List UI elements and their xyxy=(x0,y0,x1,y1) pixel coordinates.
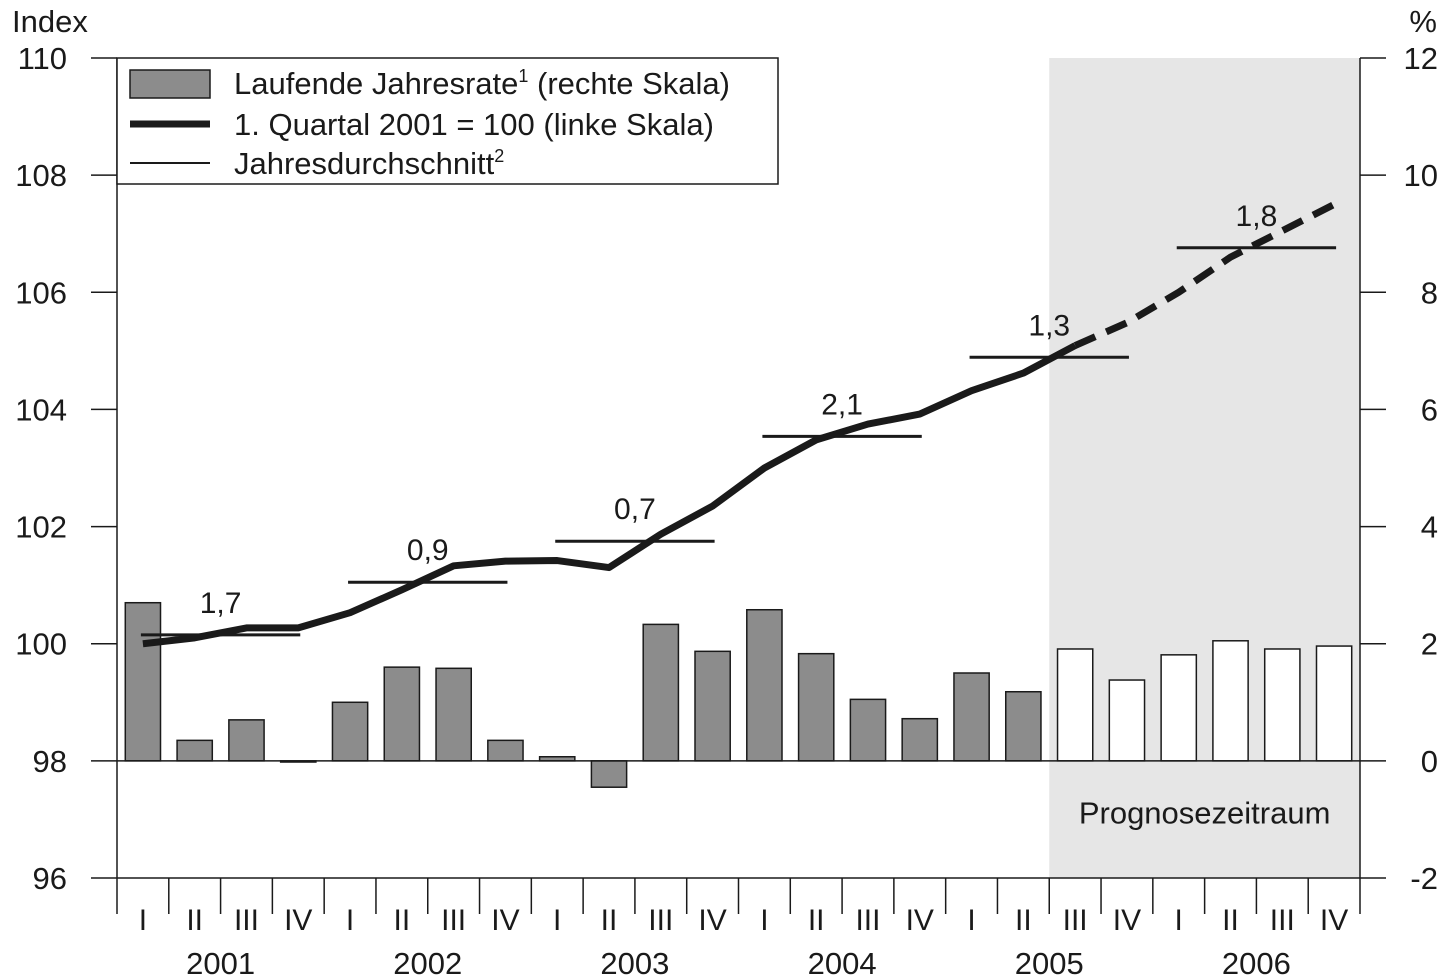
bar xyxy=(1263,648,1301,762)
forecast-shading xyxy=(1049,58,1360,878)
index-line-forecast xyxy=(1073,201,1336,349)
annual-average-label: 1,8 xyxy=(1236,200,1278,233)
quarter-label: II xyxy=(1015,904,1032,937)
left-tick-label: 106 xyxy=(15,275,67,310)
quarter-label: II xyxy=(186,904,203,937)
bar xyxy=(1056,648,1094,762)
legend-box xyxy=(116,57,779,185)
right-axis-label: % xyxy=(1409,4,1437,39)
quarter-label: I xyxy=(139,904,147,937)
right-tick-label: 0 xyxy=(1421,744,1438,779)
annual-average-label: 1,3 xyxy=(1028,309,1070,342)
right-tick-label: 6 xyxy=(1421,392,1438,427)
left-tick-label: 102 xyxy=(15,510,67,545)
year-label: 2002 xyxy=(393,946,462,978)
x-axis: I II III IV I II III IV I II III IV I II III IV I II III IV… xyxy=(116,878,1361,978)
year-label: 2004 xyxy=(808,946,877,978)
bar xyxy=(642,623,680,762)
left-tick-label: 100 xyxy=(15,627,67,662)
quarter-label: III xyxy=(234,904,259,937)
quarter-label: I xyxy=(553,904,561,937)
year-label: 2001 xyxy=(186,946,255,978)
bar xyxy=(953,672,990,762)
quarter-label: IV xyxy=(906,904,934,937)
left-tick-label: 104 xyxy=(15,392,67,427)
quarter-label: II xyxy=(394,904,411,937)
bar xyxy=(1315,645,1353,762)
year-label: 2006 xyxy=(1222,946,1291,978)
quarter-label: IV xyxy=(284,904,312,937)
left-axis: 96 98 100 102 104 106 108 110 xyxy=(15,41,117,896)
year-label: 2003 xyxy=(600,946,669,978)
legend-bars-text: Laufende Jahresrate1 (rechte Skala) xyxy=(234,66,730,101)
annual-average-label: 0,9 xyxy=(407,534,449,567)
annual-average-lines: 1,7 0,9 0,7 2,1 1,3 1,8 xyxy=(140,200,1337,637)
quarter-label: III xyxy=(441,904,466,937)
quarter-label: IV xyxy=(698,904,726,937)
left-tick-label: 108 xyxy=(15,158,67,193)
quarter-label: I xyxy=(967,904,975,937)
annual-average-label: 2,1 xyxy=(821,388,863,421)
quarter-label: II xyxy=(808,904,825,937)
quarter-label: I xyxy=(1175,904,1183,937)
right-tick-label: 8 xyxy=(1421,275,1438,310)
left-tick-label: 96 xyxy=(33,861,67,896)
quarter-label: IV xyxy=(1320,904,1348,937)
bar xyxy=(797,652,835,762)
bar xyxy=(1160,654,1198,762)
quarter-label: III xyxy=(855,904,880,937)
bar xyxy=(746,608,783,762)
left-tick-label: 98 xyxy=(33,744,67,779)
bar xyxy=(1108,679,1146,762)
annual-average-label: 0,7 xyxy=(614,493,656,526)
right-tick-label: 2 xyxy=(1421,627,1438,662)
bar xyxy=(694,650,731,762)
legend-line-text: 1. Quartal 2001 = 100 (linke Skala) xyxy=(234,107,714,142)
quarter-label: II xyxy=(601,904,618,937)
quarter-label: IV xyxy=(1113,904,1141,937)
bar xyxy=(849,698,887,762)
bar xyxy=(1004,690,1042,762)
quarter-label: IV xyxy=(491,904,519,937)
bar xyxy=(435,667,473,762)
right-tick-label: 10 xyxy=(1404,158,1438,193)
left-axis-label: Index xyxy=(12,4,88,39)
legend-avg-text: Jahresdurchschnitt2 xyxy=(234,146,504,181)
bar xyxy=(176,739,214,762)
bar xyxy=(1212,640,1249,762)
bar xyxy=(487,739,524,762)
annual-average-label: 1,7 xyxy=(200,587,242,620)
quarter-label: I xyxy=(760,904,768,937)
quarter-label: II xyxy=(1222,904,1239,937)
right-tick-label: -2 xyxy=(1410,861,1438,896)
quarter-label: III xyxy=(648,904,673,937)
bar xyxy=(383,666,421,762)
index-line-actual xyxy=(142,342,1077,648)
right-axis: -2 0 2 4 6 8 10 12 xyxy=(1360,41,1438,896)
left-tick-label: 110 xyxy=(18,41,67,76)
bar xyxy=(901,717,939,762)
quarter-label: I xyxy=(346,904,354,937)
bar xyxy=(228,719,265,762)
bar xyxy=(331,701,369,762)
legend: Laufende Jahresrate1 (rechte Skala) 1. Q… xyxy=(116,57,779,185)
quarter-label: III xyxy=(1063,904,1088,937)
bar xyxy=(124,601,162,762)
legend-bar-swatch xyxy=(129,69,211,99)
index-line xyxy=(142,201,1336,648)
bar xyxy=(590,760,628,788)
forecast-label: Prognosezeitraum xyxy=(1079,796,1331,831)
quarter-label: III xyxy=(1270,904,1295,937)
bar-series xyxy=(124,601,1353,788)
year-label: 2005 xyxy=(1015,946,1084,978)
right-tick-label: 12 xyxy=(1404,41,1438,76)
right-tick-label: 4 xyxy=(1421,510,1438,545)
